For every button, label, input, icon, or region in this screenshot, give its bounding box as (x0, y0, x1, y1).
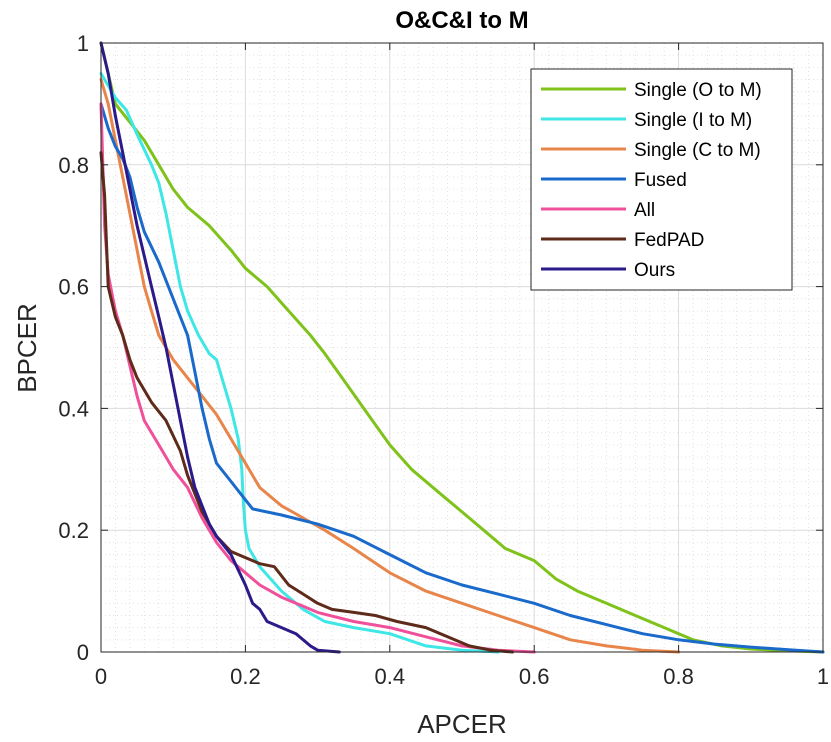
series-line-ours (99, 41, 341, 654)
x-axis-label: APCER (417, 709, 507, 739)
y-tick-label: 0.6 (58, 275, 89, 300)
legend-label-fedpad: FedPAD (634, 230, 704, 251)
plot-frame (100, 42, 824, 653)
x-tick-label: 0.8 (663, 664, 694, 689)
series-layer (99, 41, 825, 654)
y-tick-label: 0.2 (58, 518, 89, 543)
series-line-single-c-to-m (99, 78, 681, 654)
y-tick-label: 1 (77, 31, 89, 56)
series-line-single-o-to-m (99, 41, 825, 654)
legend-label-single-c-to-m: Single (C to M) (634, 140, 761, 161)
y-tick-label: 0.4 (58, 396, 89, 421)
series-line-fused (99, 102, 825, 654)
grid (101, 43, 823, 652)
series-line-fedpad (99, 151, 514, 654)
legend: Single (O to M) Single (I to M) Single (C … (530, 68, 793, 291)
x-tick-label: 0.4 (375, 664, 406, 689)
x-tick-label: 0.2 (230, 664, 261, 689)
ticks: 0 0.2 0.4 0.6 0.8 1 0 0.2 0.4 0.6 0.8 1 (58, 31, 829, 689)
legend-label-single-i-to-m: Single (I to M) (634, 110, 752, 131)
legend-label-single-o-to-m: Single (O to M) (634, 80, 762, 101)
x-tick-label: 0.6 (519, 664, 550, 689)
legend-label-all: All (634, 200, 655, 221)
x-tick-label: 0 (95, 664, 107, 689)
chart-title: O&C&I to M (395, 7, 528, 34)
legend-label-ours: Ours (634, 260, 675, 281)
y-tick-label: 0 (77, 640, 89, 665)
y-axis-label: BPCER (12, 303, 42, 393)
series-line-single-i-to-m (99, 72, 500, 654)
y-tick-label: 0.8 (58, 153, 89, 178)
legend-label-fused: Fused (634, 170, 687, 191)
x-tick-label: 1 (817, 664, 829, 689)
